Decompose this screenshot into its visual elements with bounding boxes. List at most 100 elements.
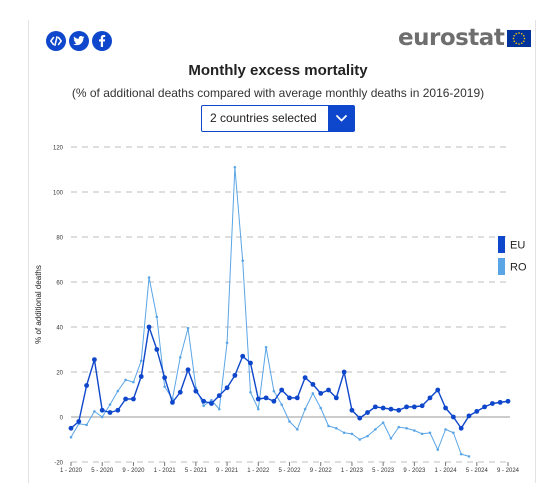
data-point-eu: [255, 396, 261, 402]
x-tick-label: 9 - 2023: [403, 468, 426, 474]
eurostat-logo[interactable]: eurostat: [398, 25, 532, 51]
series-line-ro: [70, 166, 470, 457]
legend-swatch-ro: [498, 258, 505, 275]
x-tick-label: 1 - 2021: [154, 468, 177, 474]
data-point-eu: [185, 367, 191, 373]
data-point-eu: [138, 374, 144, 379]
data-point-ro: [459, 452, 463, 456]
data-point-eu: [365, 410, 370, 415]
data-point-eu: [466, 413, 472, 419]
data-point-ro: [389, 437, 393, 440]
data-point-ro: [280, 403, 283, 406]
data-point-eu: [232, 372, 238, 378]
data-point-ro: [413, 429, 416, 432]
data-point-ro: [186, 326, 190, 330]
series-line-eu: [70, 326, 509, 429]
data-point-ro: [366, 434, 369, 438]
country-selector-value: 2 countries selected: [210, 111, 317, 125]
data-point-ro: [69, 435, 73, 439]
embed-code-icon[interactable]: [46, 31, 66, 51]
excess-mortality-chart: -20 0 20 40 60 80 100 120 % of additional deaths…: [34, 146, 527, 475]
legend-label-eu: EU: [510, 240, 525, 252]
data-point-eu: [201, 398, 207, 404]
data-point-ro: [452, 431, 455, 435]
data-point-eu: [388, 406, 394, 412]
data-point-ro: [256, 407, 260, 411]
data-point-eu: [372, 404, 378, 410]
data-point-ro: [217, 407, 221, 411]
data-point-ro: [132, 380, 135, 384]
data-point-eu: [357, 415, 363, 421]
legend-swatch-eu: [498, 236, 505, 253]
data-point-eu: [76, 419, 82, 424]
x-tick-label: 9 - 2021: [216, 468, 239, 474]
data-point-eu: [115, 407, 121, 413]
data-point-eu: [396, 407, 402, 413]
data-point-eu: [177, 389, 183, 395]
data-point-eu: [497, 399, 503, 405]
data-point-ro: [397, 425, 401, 429]
data-point-eu: [279, 387, 285, 393]
data-point-ro: [241, 259, 244, 262]
data-point-ro: [335, 426, 338, 430]
data-point-eu: [248, 360, 253, 366]
y-tick-label: 40: [56, 326, 63, 332]
data-point-ro: [342, 431, 346, 435]
y-axis-label: % of additional deaths: [34, 265, 43, 344]
data-point-ro: [296, 428, 299, 431]
data-point-eu: [333, 395, 339, 401]
data-point-eu: [349, 407, 355, 413]
y-tick-label: 20: [56, 371, 63, 377]
chart-title: Monthly excess mortality: [188, 62, 368, 79]
data-point-ro: [374, 428, 377, 431]
x-tick-label: 5 - 2022: [278, 468, 301, 474]
data-point-eu: [458, 425, 464, 431]
data-point-eu: [380, 405, 386, 411]
data-point-eu: [271, 398, 277, 404]
data-point-ro: [350, 432, 354, 436]
facebook-icon[interactable]: [92, 31, 112, 51]
data-point-ro: [116, 389, 120, 393]
x-tick-label: 5 - 2024: [466, 468, 489, 474]
data-point-eu: [294, 395, 300, 401]
data-point-ro: [272, 389, 276, 393]
data-point-ro: [467, 455, 471, 458]
data-point-eu: [310, 381, 316, 387]
data-point-eu: [263, 395, 269, 401]
data-point-ro: [249, 390, 252, 394]
data-point-ro: [163, 385, 166, 388]
y-tick-label: 80: [56, 236, 63, 242]
chevron-down-icon[interactable]: [328, 106, 354, 131]
data-point-eu: [419, 403, 425, 409]
data-point-ro: [202, 404, 205, 408]
data-point-ro: [178, 356, 182, 359]
data-point-ro: [85, 423, 88, 427]
data-point-eu: [318, 390, 324, 396]
data-point-ro: [428, 431, 432, 435]
data-point-eu: [341, 369, 347, 375]
x-tick-label: 5 - 2020: [91, 468, 114, 474]
data-point-eu: [326, 387, 331, 393]
data-point-eu: [146, 324, 152, 330]
data-point-eu: [162, 375, 168, 381]
share-bar: [46, 31, 112, 51]
logo-text: eurostat: [398, 25, 505, 51]
x-tick-label: 1 - 2024: [435, 468, 458, 474]
data-point-eu: [154, 347, 160, 352]
data-point-ro: [420, 432, 424, 436]
data-point-eu: [84, 383, 90, 388]
twitter-icon[interactable]: [69, 31, 89, 51]
data-point-ro: [288, 420, 291, 423]
y-tick-label: -20: [54, 461, 63, 467]
y-tick-label: 100: [53, 191, 64, 197]
country-selector-dropdown[interactable]: 2 countries selected: [201, 105, 355, 132]
data-point-eu: [482, 404, 487, 410]
data-point-eu: [435, 387, 441, 393]
data-point-eu: [302, 375, 308, 381]
y-tick-label: 120: [53, 146, 64, 152]
data-point-eu: [209, 401, 214, 406]
x-tick-label: 1 - 2023: [341, 468, 364, 474]
x-tick-label: 5 - 2021: [185, 468, 208, 474]
data-point-ro: [264, 345, 268, 349]
y-tick-label: 0: [60, 416, 64, 422]
